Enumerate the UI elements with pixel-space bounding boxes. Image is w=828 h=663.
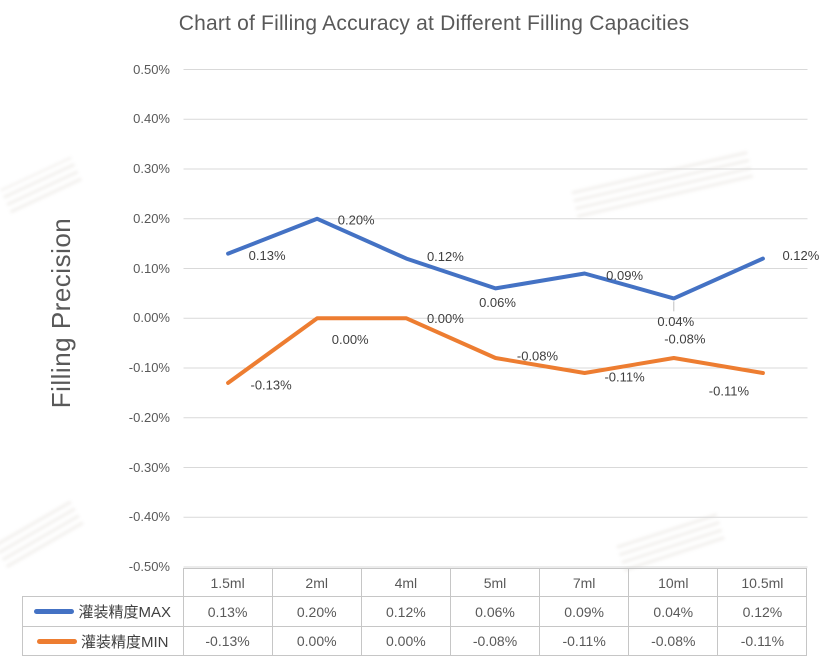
table-value-cell: 0.20% xyxy=(272,597,362,627)
table-value-cell: -0.11% xyxy=(718,627,808,656)
table-header-2ml: 2ml xyxy=(272,568,362,597)
table-header-7ml: 7ml xyxy=(540,568,630,597)
data-label: 0.13% xyxy=(249,248,286,263)
table-header-1.5ml: 1.5ml xyxy=(183,568,273,597)
table-value-cell: 0.04% xyxy=(629,597,719,627)
data-label: 0.00% xyxy=(427,311,464,326)
y-tick-label: 0.20% xyxy=(133,210,170,226)
legend-row-灌装精度MAX: 灌装精度MAX xyxy=(22,597,184,627)
table-value-cell: -0.11% xyxy=(540,627,630,656)
y-tick-label: 0.30% xyxy=(133,161,170,176)
table-header-5ml: 5ml xyxy=(450,568,541,597)
data-label: 0.12% xyxy=(427,249,464,264)
y-tick-label: 0.40% xyxy=(133,111,170,127)
legend-row-灌装精度MIN: 灌装精度MIN xyxy=(22,627,184,656)
table-header-10.5ml: 10.5ml xyxy=(718,568,808,597)
table-value-cell: 0.00% xyxy=(272,627,362,656)
legend-label: 灌装精度MIN xyxy=(81,633,169,651)
data-label: 0.09% xyxy=(606,268,643,283)
data-label: 0.06% xyxy=(479,295,516,310)
table-header-10ml: 10ml xyxy=(629,568,719,597)
y-tick-label: -0.50% xyxy=(128,559,170,574)
table-header-4ml: 4ml xyxy=(361,568,451,597)
legend-line-marker xyxy=(37,638,77,644)
data-label: 0.00% xyxy=(332,332,369,347)
y-tick-label: 0.00% xyxy=(133,310,170,326)
legend-line-marker xyxy=(34,609,75,614)
data-label: 0.20% xyxy=(338,212,375,227)
table-value-cell: 0.12% xyxy=(718,597,808,627)
y-tick-label: 0.10% xyxy=(133,260,170,276)
chart-title: Chart of Filling Accuracy at Different F… xyxy=(178,12,690,35)
series-line-灌装精度MAX xyxy=(226,216,765,301)
table-value-cell: 0.06% xyxy=(450,597,541,627)
y-tick-label: -0.40% xyxy=(128,509,170,525)
table-value-cell: -0.08% xyxy=(450,627,541,656)
data-label: -0.08% xyxy=(517,349,559,364)
table-value-cell: 0.12% xyxy=(361,597,451,627)
data-label: 0.12% xyxy=(782,248,819,263)
table-value-cell: 0.13% xyxy=(183,597,273,627)
table-value-cell: 0.00% xyxy=(361,627,451,656)
data-label: -0.08% xyxy=(664,332,706,347)
legend-label: 灌装精度MAX xyxy=(78,604,171,621)
data-label: -0.11% xyxy=(604,370,645,385)
table-corner-blank xyxy=(22,568,184,597)
table-value-cell: -0.13% xyxy=(183,627,273,656)
series-line-灌装精度MIN xyxy=(226,316,765,385)
y-tick-label: 0.50% xyxy=(133,61,170,77)
table-value-cell: 0.09% xyxy=(540,597,630,627)
y-tick-label: -0.30% xyxy=(128,459,170,475)
data-label: -0.13% xyxy=(250,377,292,392)
table-value-cell: -0.08% xyxy=(629,627,719,656)
y-tick-label: -0.10% xyxy=(128,360,170,375)
y-tick-label: -0.20% xyxy=(128,409,170,425)
data-label: 0.04% xyxy=(657,314,694,329)
data-label: -0.11% xyxy=(709,384,750,399)
